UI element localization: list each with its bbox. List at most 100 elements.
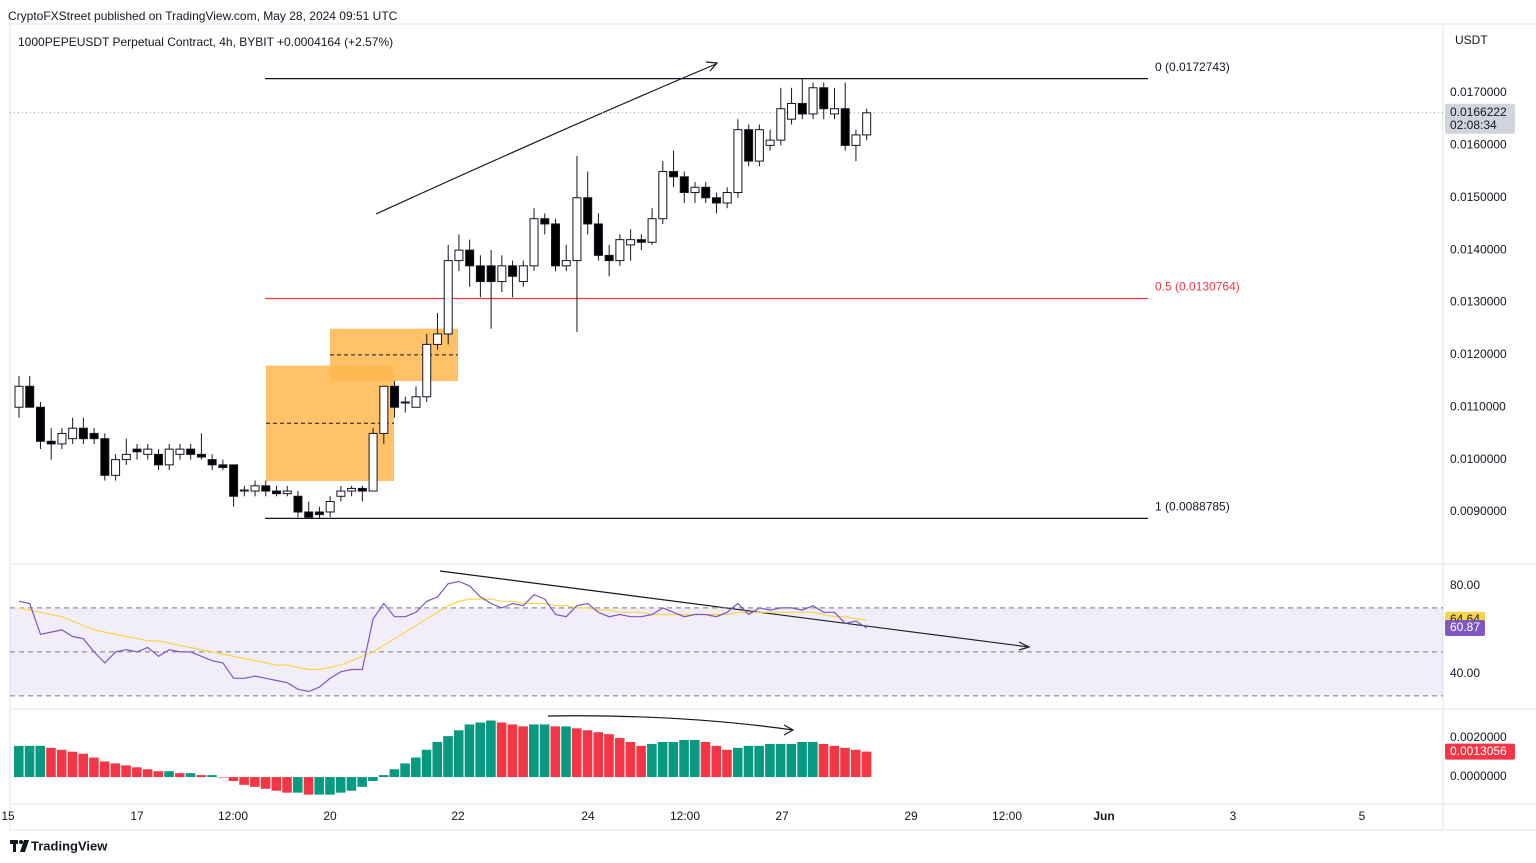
candle-body xyxy=(78,427,88,440)
publisher: CryptoFXStreet published on TradingView.… xyxy=(8,9,398,23)
histogram-bar xyxy=(593,732,604,778)
price-tag-text: 0.0166222 xyxy=(1450,105,1507,119)
histogram-bar xyxy=(24,745,35,778)
candle-body xyxy=(679,176,689,194)
candle-body xyxy=(551,223,560,267)
symbol[interactable]: 1000PEPEUSDT Perpetual Contract, 4h, BYB… xyxy=(18,35,274,49)
candle-body xyxy=(636,239,646,243)
histogram-bar xyxy=(679,740,689,778)
trend-arrow xyxy=(439,570,1030,648)
histogram-bar xyxy=(110,763,121,778)
y-tick-label: 0.0160000 xyxy=(1450,138,1507,152)
candle-body xyxy=(561,260,571,267)
arrow-head xyxy=(1018,641,1031,651)
histogram-bar xyxy=(700,741,711,778)
candle-body xyxy=(733,129,743,194)
histogram-bar xyxy=(292,777,303,793)
histogram-bar xyxy=(174,773,185,778)
candle-body xyxy=(35,406,45,442)
rsi-line xyxy=(18,580,867,693)
candle-body xyxy=(754,129,764,162)
symbol-info: 1000PEPEUSDT Perpetual Contract, 4h, BYB… xyxy=(18,35,393,49)
candle-body xyxy=(508,265,518,277)
candle-body xyxy=(454,249,464,262)
histogram-bar xyxy=(496,722,507,778)
candle-body xyxy=(239,489,249,492)
histogram-bar xyxy=(625,741,636,778)
candle-body xyxy=(518,265,528,283)
histogram-bar xyxy=(475,722,485,778)
histogram-bar xyxy=(335,777,346,793)
rsi-line xyxy=(18,598,867,671)
candle-body xyxy=(776,108,786,141)
y-tick-label: 0.0140000 xyxy=(1450,242,1507,256)
histogram-bar xyxy=(850,749,861,778)
histogram-bar xyxy=(453,730,464,778)
x-tick-label: 27 xyxy=(775,809,789,823)
histogram-bar xyxy=(207,775,217,778)
histogram-bar xyxy=(14,745,24,778)
candle-body xyxy=(390,385,400,408)
histogram-bar xyxy=(67,751,78,778)
histogram-bar xyxy=(668,741,679,778)
histogram-bar xyxy=(185,773,196,778)
candle-body xyxy=(132,448,142,453)
histogram-bar xyxy=(808,741,818,778)
candle-body xyxy=(164,448,174,466)
histogram-bar xyxy=(89,757,99,778)
candle-body xyxy=(583,197,593,225)
y-tick-label: 0.0100000 xyxy=(1450,452,1507,466)
histogram-bar xyxy=(604,734,614,778)
candle-body xyxy=(207,459,217,466)
candle-body xyxy=(14,385,24,408)
y-tick-label: 0.0150000 xyxy=(1450,190,1507,204)
histogram-bar xyxy=(153,771,164,778)
histogram-bar xyxy=(829,745,840,778)
histogram-bar xyxy=(614,738,625,778)
histogram-bar xyxy=(786,743,797,778)
histogram-bar xyxy=(743,745,754,778)
value-tag-text: 0.0013056 xyxy=(1450,744,1507,758)
axis-bg xyxy=(1443,24,1536,830)
histogram-bar xyxy=(486,720,496,778)
fib-label: 0.5 (0.0130764) xyxy=(1155,280,1240,294)
histogram-bar xyxy=(346,777,357,791)
candle-body xyxy=(57,432,67,445)
candle-body xyxy=(647,218,657,243)
candle-body xyxy=(701,186,711,199)
candle-body xyxy=(143,448,153,455)
histogram-bar xyxy=(797,741,807,778)
candle-body xyxy=(851,134,861,146)
candle-body xyxy=(25,385,35,408)
candle-body xyxy=(357,487,367,492)
histogram-bar xyxy=(529,724,539,778)
histogram-bar xyxy=(582,730,593,778)
candle-body xyxy=(497,265,507,283)
logo-text: TradingView xyxy=(31,838,108,853)
candle-body xyxy=(218,464,228,468)
histogram-bar xyxy=(282,777,292,793)
currency[interactable]: USDT xyxy=(1455,33,1488,47)
candle-body xyxy=(829,108,839,115)
value-tag-text: 60.87 xyxy=(1450,620,1480,634)
candle-body xyxy=(797,102,807,115)
candle-body xyxy=(432,333,442,345)
candle-body xyxy=(111,459,121,476)
y-tick-label: 80.00 xyxy=(1450,578,1480,592)
x-tick-label: 12:00 xyxy=(992,809,1022,823)
candle-body xyxy=(368,432,378,492)
x-tick-label: Jun xyxy=(1093,809,1114,823)
candle-body xyxy=(379,385,389,434)
candle-body xyxy=(540,218,550,225)
histogram-bar xyxy=(775,743,786,778)
candle-body xyxy=(840,108,850,146)
x-tick-label: 17 xyxy=(130,809,144,823)
candle-body xyxy=(722,192,732,204)
candle-body xyxy=(819,87,829,110)
candle-body xyxy=(261,485,271,492)
candle-body xyxy=(175,448,185,455)
histogram-bar xyxy=(400,763,410,778)
histogram-bar xyxy=(357,777,367,787)
x-tick-label: 12:00 xyxy=(670,809,700,823)
